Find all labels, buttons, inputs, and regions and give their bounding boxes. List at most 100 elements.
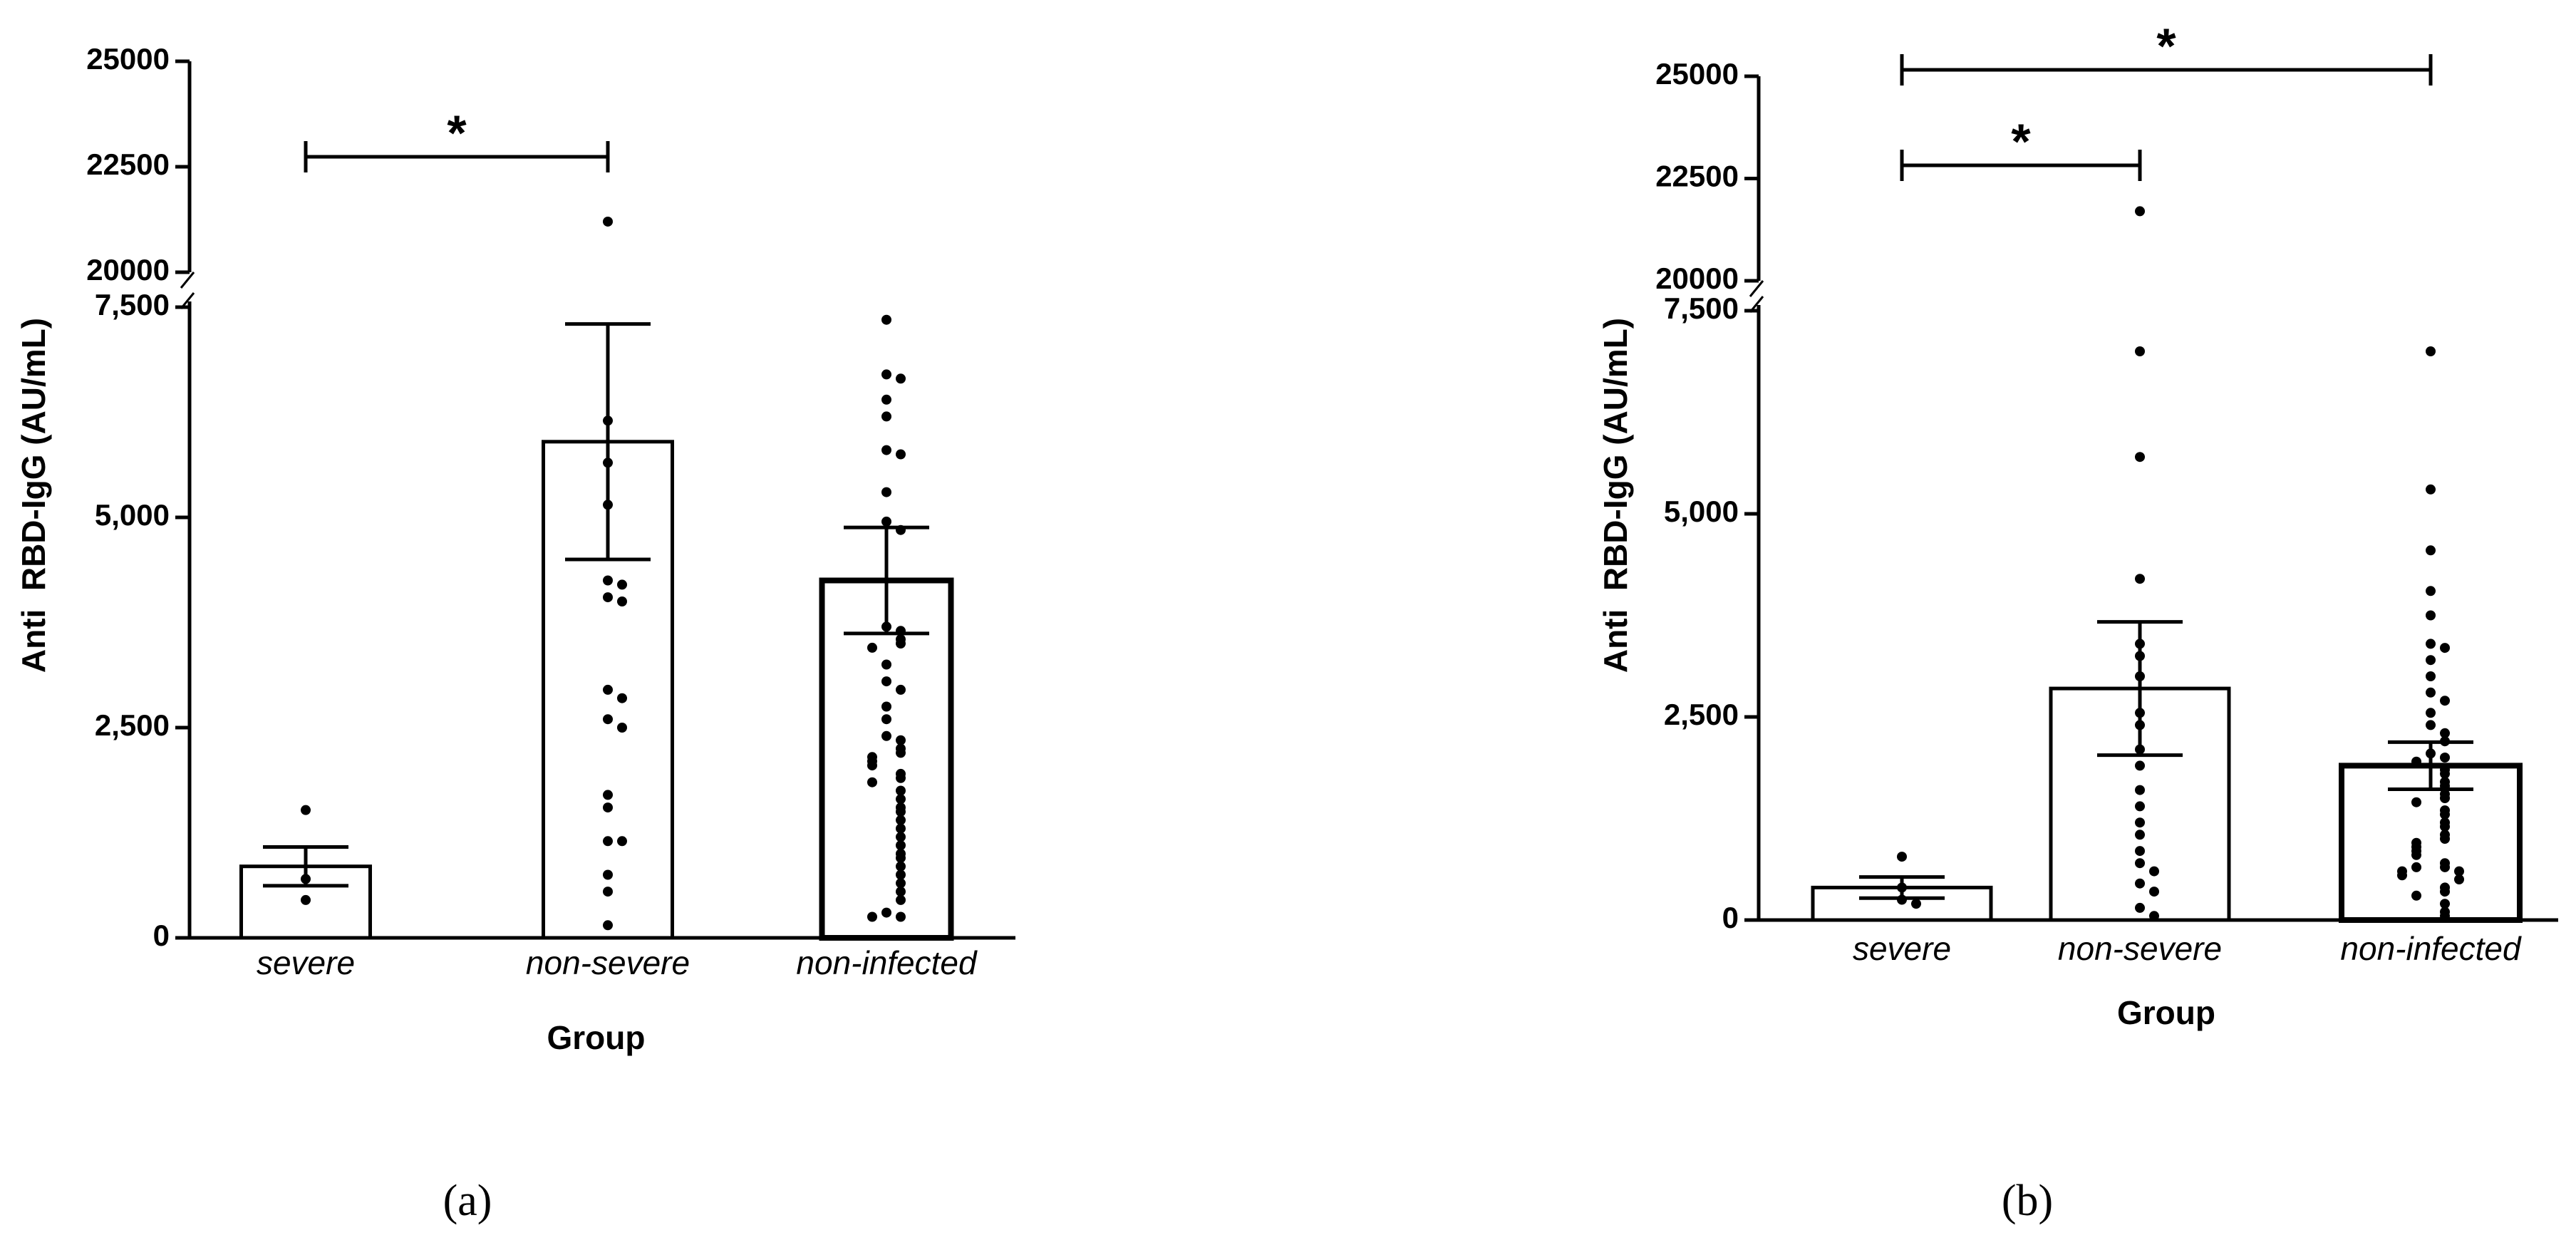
- y-tick-label: 5,000: [95, 498, 170, 532]
- data-point: [896, 785, 906, 796]
- data-point: [2440, 834, 2450, 844]
- data-point: [2440, 862, 2450, 872]
- data-point: [2135, 720, 2145, 730]
- data-point: [881, 621, 891, 632]
- data-point: [301, 805, 311, 815]
- data-point: [896, 626, 906, 636]
- data-point: [2426, 639, 2436, 649]
- data-point: [1897, 882, 1907, 893]
- data-point: [2411, 797, 2421, 807]
- x-axis-title: Group: [547, 1019, 646, 1056]
- data-point: [617, 693, 627, 703]
- data-point: [896, 373, 906, 384]
- data-point: [881, 714, 891, 725]
- data-point: [2440, 780, 2450, 791]
- data-point: [2426, 346, 2436, 356]
- significance-label: *: [447, 105, 467, 160]
- y-tick-label: 2,500: [1664, 698, 1739, 731]
- data-point: [2135, 574, 2145, 584]
- data-point: [896, 878, 906, 889]
- x-tick-label: severe: [257, 944, 355, 981]
- data-point: [881, 487, 891, 497]
- data-point: [2440, 821, 2450, 832]
- data-point: [896, 748, 906, 758]
- y-tick-label: 0: [1722, 901, 1739, 934]
- data-point: [2135, 639, 2145, 649]
- data-point: [2440, 887, 2450, 897]
- y-axis-title: Anti RBD-IgG (AU/mL): [1597, 318, 1634, 673]
- data-point: [2440, 809, 2450, 820]
- data-point: [896, 773, 906, 783]
- data-point: [617, 579, 627, 590]
- y-tick-label: 0: [153, 919, 170, 952]
- data-point: [603, 836, 613, 847]
- data-point: [2426, 748, 2436, 759]
- data-point: [603, 500, 613, 510]
- panel-label: (a): [443, 1177, 492, 1225]
- x-axis-title: Group: [2117, 994, 2215, 1031]
- data-point: [896, 815, 906, 825]
- data-point: [867, 911, 877, 922]
- data-point: [603, 575, 613, 586]
- data-point: [2426, 484, 2436, 495]
- significance-bracket: [1900, 54, 2433, 86]
- data-point: [2440, 899, 2450, 909]
- data-point: [2411, 890, 2421, 901]
- data-point: [2426, 610, 2436, 621]
- data-point: [896, 911, 906, 922]
- y-tick-label: 2,500: [95, 708, 170, 742]
- data-point: [881, 516, 891, 527]
- data-point: [2440, 768, 2450, 779]
- data-point: [867, 642, 877, 653]
- data-point: [896, 823, 906, 834]
- x-tick-label: non-severe: [2058, 930, 2222, 967]
- axis-break: [180, 272, 195, 289]
- y-tick-label: 25000: [86, 42, 170, 76]
- data-point: [881, 730, 891, 741]
- data-point: [2426, 720, 2436, 730]
- data-point: [896, 869, 906, 880]
- data-point: [1897, 852, 1907, 862]
- data-point: [301, 894, 311, 905]
- data-point: [2426, 545, 2436, 556]
- y-tick-label: 22500: [1655, 160, 1739, 193]
- data-point: [896, 840, 906, 851]
- data-point: [301, 874, 311, 884]
- significance-label: *: [2156, 18, 2176, 73]
- data-point: [1897, 894, 1907, 905]
- data-point: [896, 684, 906, 695]
- data-point: [2440, 736, 2450, 747]
- x-tick-label: severe: [1853, 930, 1951, 967]
- data-point: [603, 869, 613, 880]
- data-point: [896, 894, 906, 905]
- data-point: [603, 887, 613, 897]
- data-point: [617, 723, 627, 733]
- data-point: [2411, 849, 2421, 860]
- data-point: [2135, 846, 2145, 857]
- data-point: [2149, 911, 2159, 921]
- data-point: [881, 659, 891, 670]
- data-point: [896, 735, 906, 745]
- y-tick-label: 20000: [1655, 262, 1739, 295]
- data-point: [2135, 346, 2145, 356]
- data-point: [896, 525, 906, 535]
- y-axis-title: Anti RBD-IgG (AU/mL): [15, 318, 52, 673]
- data-point: [2135, 206, 2145, 217]
- data-point: [603, 684, 613, 695]
- x-tick-label: non-infected: [2340, 930, 2522, 967]
- data-point: [2426, 586, 2436, 596]
- data-point: [2440, 696, 2450, 706]
- y-tick-label: 5,000: [1664, 495, 1739, 528]
- data-point: [2440, 643, 2450, 654]
- significance-bracket: [304, 141, 610, 172]
- error-bar: [844, 525, 929, 636]
- data-point: [1911, 899, 1921, 909]
- data-point: [603, 216, 613, 227]
- significance-label: *: [2011, 113, 2031, 169]
- error-bar: [565, 322, 651, 562]
- data-point: [2135, 830, 2145, 840]
- data-point: [2135, 651, 2145, 661]
- data-point: [2426, 708, 2436, 718]
